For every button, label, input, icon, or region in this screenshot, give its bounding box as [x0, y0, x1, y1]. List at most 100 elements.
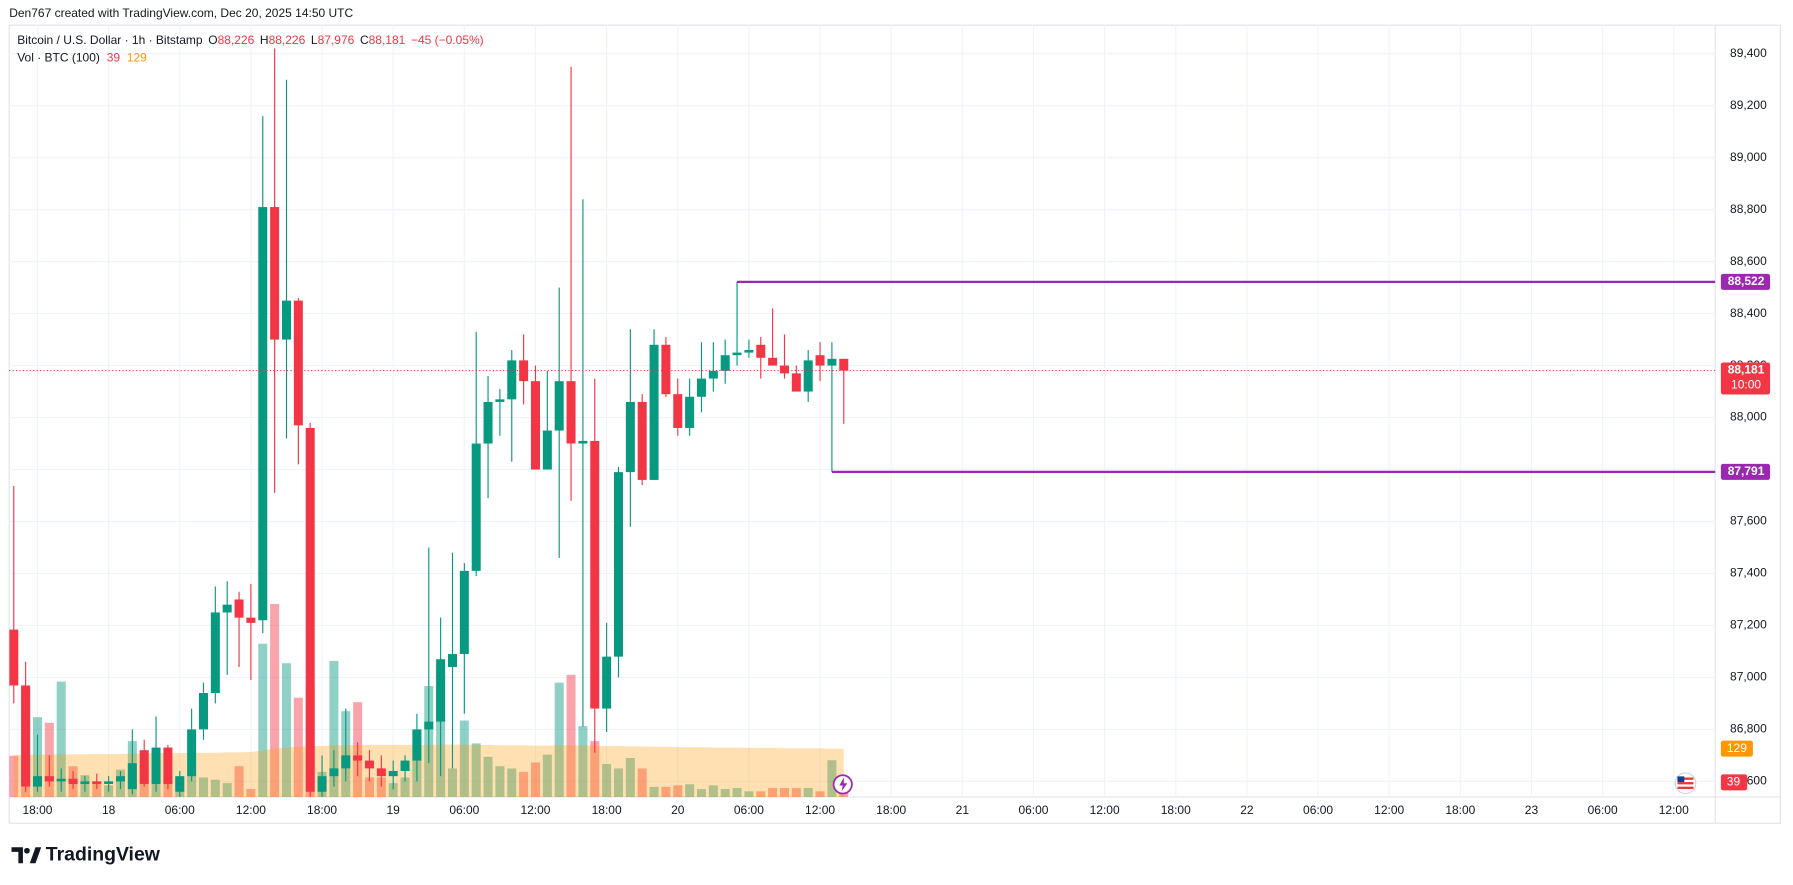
volume-bar	[744, 791, 754, 797]
volume-bar	[649, 786, 659, 797]
volume-bar	[827, 760, 837, 797]
x-tick-label: 18:00	[307, 803, 337, 817]
candle-body	[708, 370, 718, 379]
volume-bar	[815, 791, 825, 797]
candle-body	[329, 768, 339, 777]
candle-body	[602, 656, 612, 709]
volume-bar	[281, 663, 291, 797]
volume-bar	[661, 786, 671, 797]
flag-stripe	[1677, 786, 1694, 789]
candle-body	[839, 358, 849, 371]
y-tick-label: 88,800	[1730, 202, 1767, 216]
legend-main: Bitcoin / U.S. Dollar · 1h · Bitstamp O8…	[17, 33, 483, 47]
candle-body	[590, 440, 600, 709]
flag-stripe	[1677, 782, 1694, 785]
candle-body	[732, 352, 742, 356]
candle-body	[779, 365, 789, 374]
legend-low: 87,976	[318, 33, 355, 47]
candle-body	[281, 300, 291, 340]
candle-body	[791, 373, 801, 392]
x-tick-label: 12:00	[1659, 803, 1689, 817]
volume-bar	[554, 682, 564, 797]
volume-bar	[400, 777, 410, 797]
legend-close: 88,181	[369, 33, 406, 47]
candle-body	[163, 747, 173, 784]
volume-bar	[578, 726, 588, 797]
volume-bar	[92, 783, 102, 797]
volume-bar	[625, 757, 635, 797]
candle-body	[400, 760, 410, 771]
candle-body	[222, 604, 232, 613]
candle-body	[80, 781, 90, 784]
legend-close-label: C	[360, 33, 369, 47]
volume-bar	[483, 756, 493, 797]
volume-bar	[388, 783, 398, 797]
candle-body	[234, 599, 244, 618]
candle-body	[613, 472, 623, 657]
x-tick-label: 12:00	[1090, 803, 1120, 817]
x-tick-label: 19	[387, 803, 401, 817]
candle-body	[507, 360, 517, 400]
candle-body	[519, 360, 529, 382]
candle-body	[685, 396, 695, 428]
logo-dot	[24, 847, 30, 854]
candle-body	[56, 778, 66, 782]
candle-body	[720, 355, 730, 371]
candle-body	[447, 654, 457, 668]
candle-body	[637, 401, 647, 480]
candle-body	[44, 776, 54, 782]
volume-bar	[637, 768, 647, 797]
legend-volume-title: Vol · BTC (100)	[17, 50, 100, 64]
legend-volume-value: 39	[107, 50, 121, 64]
candle-body	[673, 394, 683, 428]
volume-bar	[530, 762, 540, 797]
candle-body	[768, 357, 778, 366]
y-tick-label: 86,800	[1730, 722, 1767, 736]
volume-bar	[471, 743, 481, 797]
volume-bar	[9, 755, 19, 797]
legend-volume-ma: 129	[127, 50, 147, 64]
logo-mark	[29, 847, 42, 864]
price-label: 87,791	[1728, 464, 1765, 478]
volume-bar	[613, 768, 623, 797]
candle-body	[542, 430, 552, 470]
x-tick-label: 06:00	[165, 803, 195, 817]
x-tick-label: 18:00	[876, 803, 906, 817]
volume-label: 39	[1727, 775, 1741, 789]
legend-volume: Vol · BTC (100) 39 129	[17, 50, 147, 64]
volume-bar	[732, 787, 742, 797]
header: Den767 created with TradingView.com, Dec…	[9, 6, 353, 20]
candle-body	[9, 629, 19, 686]
flag-icon	[1674, 772, 1697, 795]
volume-bar	[329, 660, 339, 797]
candle-body	[803, 360, 813, 392]
x-tick-label: 18	[102, 803, 116, 817]
candle-body	[649, 344, 659, 480]
y-tick-label: 89,000	[1730, 150, 1767, 164]
y-tick-label: 87,600	[1730, 514, 1767, 528]
news-bolt	[839, 777, 848, 792]
volume-bar	[542, 754, 552, 797]
y-tick-label: 87,200	[1730, 618, 1767, 632]
volume-bar	[187, 772, 197, 797]
x-tick-label: 06:00	[1588, 803, 1618, 817]
news-icon	[832, 774, 853, 795]
legend-high-label: H	[260, 33, 269, 47]
volume-bar	[246, 789, 256, 797]
axes: 86,60086,80087,00087,20087,40087,60087,8…	[9, 46, 1771, 817]
volume-bar	[519, 771, 529, 797]
volume-ma-label: 129	[1727, 741, 1747, 755]
candle-body	[175, 776, 185, 792]
candle-body	[566, 381, 576, 444]
volume-bar	[210, 779, 220, 797]
candle-body	[815, 355, 825, 366]
volume-bar	[376, 777, 386, 797]
x-tick-label: 21	[956, 803, 970, 817]
logo: TradingView	[11, 843, 161, 865]
candle-body	[104, 781, 114, 784]
x-tick-label: 22	[1240, 803, 1254, 817]
candle-body	[412, 729, 422, 761]
volume-bar	[566, 674, 576, 797]
